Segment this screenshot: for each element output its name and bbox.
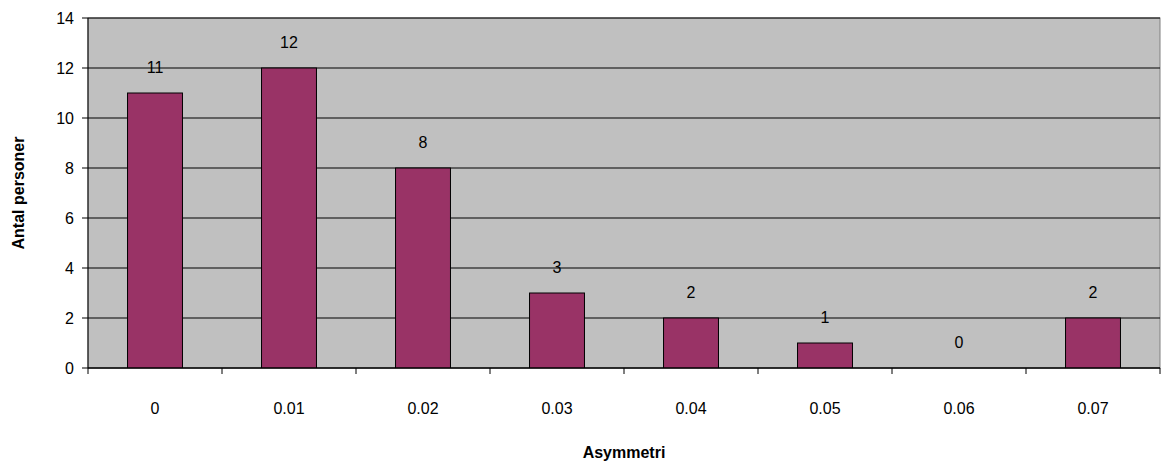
x-tick xyxy=(624,368,625,374)
plot-area xyxy=(88,18,1160,368)
x-tick xyxy=(356,368,357,374)
x-tick xyxy=(490,368,491,374)
x-tick-label: 0.06 xyxy=(943,400,974,417)
y-tick-label: 12 xyxy=(56,60,74,77)
y-tick-label: 8 xyxy=(65,160,74,177)
y-tick xyxy=(82,118,88,119)
data-label: 0 xyxy=(955,334,964,351)
data-label: 2 xyxy=(1089,284,1098,301)
y-tick-label: 10 xyxy=(56,110,74,127)
x-tick xyxy=(1026,368,1027,374)
x-tick xyxy=(758,368,759,374)
bars xyxy=(128,68,1121,368)
grid-line xyxy=(88,218,1160,219)
data-label: 8 xyxy=(419,134,428,151)
x-tick-label: 0.05 xyxy=(809,400,840,417)
y-tick-label: 4 xyxy=(65,260,74,277)
data-label: 12 xyxy=(280,34,298,51)
x-tick-label: 0.02 xyxy=(407,400,438,417)
grid-line xyxy=(88,318,1160,319)
x-tick xyxy=(892,368,893,374)
x-tick-label: 0 xyxy=(151,400,160,417)
x-tick-label: 0.01 xyxy=(273,400,304,417)
y-tick-label: 14 xyxy=(56,10,74,27)
y-tick-label: 2 xyxy=(65,310,74,327)
x-tick xyxy=(1160,368,1161,374)
bar xyxy=(664,318,719,368)
data-label: 2 xyxy=(687,284,696,301)
x-axis-title: Asymmetri xyxy=(583,444,666,461)
x-tick-label: 0.07 xyxy=(1077,400,1108,417)
x-tick xyxy=(222,368,223,374)
y-tick xyxy=(82,18,88,19)
y-tick-label: 0 xyxy=(65,360,74,377)
grid-line xyxy=(88,68,1160,69)
data-label: 3 xyxy=(553,259,562,276)
y-tick xyxy=(82,218,88,219)
y-tick xyxy=(82,368,88,369)
y-tick-label: 6 xyxy=(65,210,74,227)
y-tick xyxy=(82,68,88,69)
bar xyxy=(396,168,451,368)
grid-line xyxy=(88,18,1160,19)
bar xyxy=(262,68,317,368)
y-tick xyxy=(82,268,88,269)
chart: 0246810121400.010.020.030.040.050.060.07… xyxy=(0,0,1166,471)
bar xyxy=(1066,318,1121,368)
grid-line xyxy=(88,118,1160,119)
bar xyxy=(798,343,853,368)
y-tick xyxy=(82,318,88,319)
x-tick-label: 0.03 xyxy=(541,400,572,417)
data-label: 11 xyxy=(147,59,164,76)
bar xyxy=(530,293,585,368)
grid-line xyxy=(88,168,1160,169)
y-axis-title: Antal personer xyxy=(10,137,27,250)
x-tick-label: 0.04 xyxy=(675,400,706,417)
y-tick xyxy=(82,168,88,169)
y-axis xyxy=(88,18,89,368)
data-label: 1 xyxy=(821,309,830,326)
grid-line xyxy=(88,268,1160,269)
bar xyxy=(128,93,183,368)
x-tick xyxy=(88,368,89,374)
